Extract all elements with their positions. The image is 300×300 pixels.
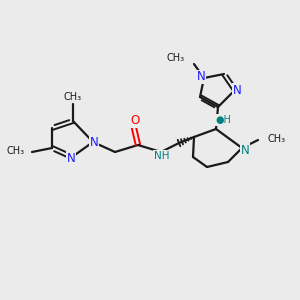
Text: O: O (130, 115, 140, 128)
Text: N: N (90, 136, 98, 149)
Text: ●H: ●H (215, 115, 231, 125)
Text: N: N (232, 83, 242, 97)
Text: CH₃: CH₃ (268, 134, 286, 144)
Text: CH₃: CH₃ (7, 146, 25, 156)
Text: N: N (196, 70, 206, 83)
Text: NH: NH (154, 151, 170, 161)
Text: CH₃: CH₃ (64, 92, 82, 102)
Text: CH₃: CH₃ (167, 53, 185, 63)
Text: N: N (67, 152, 75, 164)
Text: N: N (241, 143, 249, 157)
